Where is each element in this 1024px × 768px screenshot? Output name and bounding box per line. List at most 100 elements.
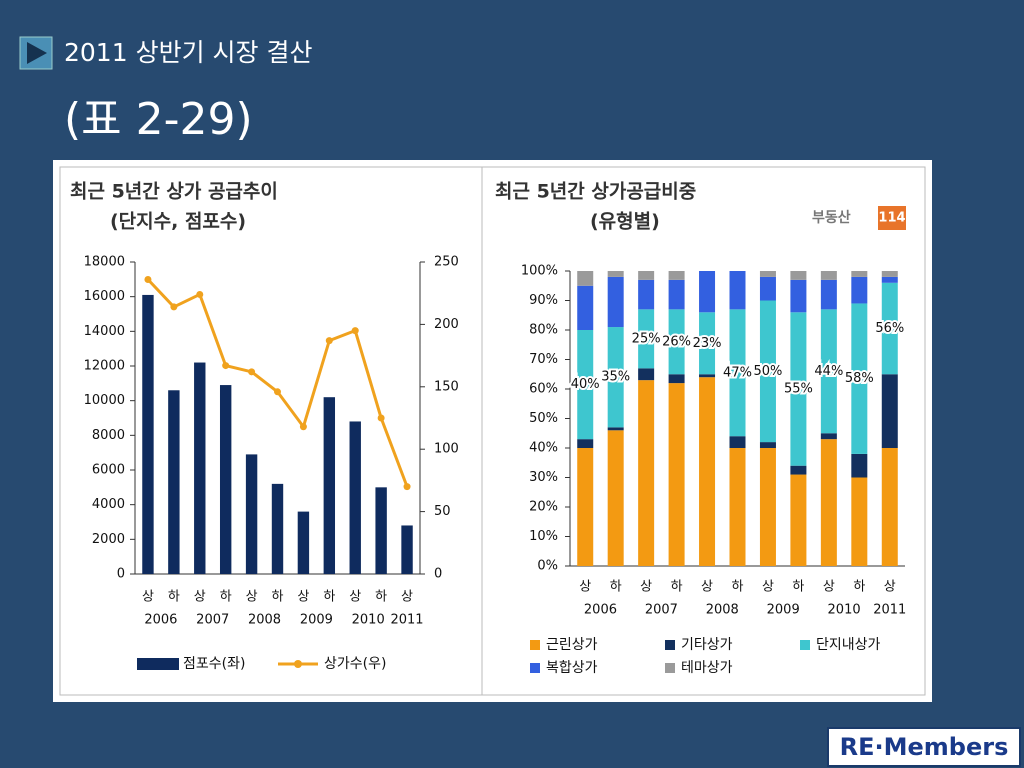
- y-tick-label: 30%: [529, 470, 558, 485]
- x-group-label: 2011: [390, 613, 423, 628]
- x-tick-label: 상: [142, 590, 154, 605]
- bar-segment: [638, 380, 655, 566]
- annotation: 47%: [723, 365, 752, 380]
- line-point: [170, 303, 178, 311]
- bar-segment: [790, 474, 807, 566]
- x-group-label: 2009: [767, 603, 800, 618]
- bar-segment: [759, 271, 776, 277]
- x-tick-label: 하: [671, 580, 683, 595]
- bar-segment: [607, 276, 624, 328]
- x-tick-label: 하: [375, 590, 387, 605]
- y-tick-label: 4000: [92, 497, 125, 512]
- x-group-label: 2007: [196, 613, 229, 628]
- bar-segment: [729, 448, 746, 566]
- y2-tick-label: 150: [434, 379, 459, 394]
- bar-segment: [790, 271, 807, 280]
- legend-swatch: [665, 640, 675, 650]
- x-tick-label: 상: [246, 590, 258, 605]
- bar-segment: [729, 309, 746, 437]
- bar-segment: [607, 427, 624, 431]
- legend-label: 상가수(우): [324, 656, 386, 672]
- x-group-label: 2006: [144, 613, 177, 628]
- annotation: 40%: [571, 377, 600, 392]
- y-tick-label: 6000: [92, 463, 125, 478]
- y-tick-label: 90%: [529, 293, 558, 308]
- bar-segment: [668, 271, 685, 280]
- legend-swatch: [530, 640, 540, 650]
- line-point: [144, 275, 152, 283]
- y2-tick-label: 0: [434, 567, 442, 582]
- bar: [271, 483, 284, 574]
- bar-segment: [577, 330, 594, 440]
- bar-segment: [790, 312, 807, 466]
- legend-swatch: [800, 640, 810, 650]
- y-tick-label: 70%: [529, 352, 558, 367]
- bar-segment: [607, 430, 624, 566]
- bar: [168, 390, 180, 574]
- bar-segment: [638, 309, 655, 369]
- panel-border: [59, 166, 926, 696]
- bar-segment: [668, 309, 685, 375]
- y-tick-label: 14000: [84, 324, 125, 339]
- x-tick-label: 하: [220, 590, 232, 605]
- bar-segment: [759, 276, 776, 301]
- bar-segment: [699, 374, 716, 378]
- bar-segment: [729, 271, 746, 310]
- bar-segment: [851, 271, 868, 277]
- bar-segment: [820, 271, 837, 280]
- bullet-arrow: [27, 42, 47, 64]
- x-tick-label: 하: [272, 590, 284, 605]
- y-tick-label: 0%: [537, 559, 558, 574]
- bar-segment: [699, 271, 716, 313]
- y-tick-label: 0: [117, 567, 125, 582]
- logo: RE·Members: [840, 733, 1009, 761]
- bar-segment: [607, 271, 624, 277]
- x-tick-label: 상: [401, 590, 413, 605]
- y-tick-label: 80%: [529, 323, 558, 338]
- y-tick-label: 10%: [529, 529, 558, 544]
- y2-tick-label: 200: [434, 317, 459, 332]
- x-group-label: 2008: [706, 603, 739, 618]
- y-tick-label: 18000: [84, 255, 125, 270]
- bar-segment: [759, 442, 776, 448]
- x-tick-label: 상: [823, 580, 835, 595]
- bar-segment: [820, 433, 837, 440]
- line-point: [403, 483, 411, 491]
- y-tick-label: 50%: [529, 411, 558, 426]
- annotation: 26%: [662, 334, 691, 349]
- slide-subtitle: (표 2-29): [64, 94, 253, 145]
- annotation: 56%: [875, 321, 904, 336]
- x-tick-label: 하: [168, 590, 180, 605]
- legend-label: 점포수(좌): [183, 656, 245, 672]
- x-group-label: 2006: [584, 603, 617, 618]
- bar-segment: [729, 436, 746, 448]
- legend-label: 단지내상가: [816, 637, 881, 653]
- bar-segment: [577, 448, 594, 566]
- line-point: [377, 414, 385, 422]
- bar-segment: [881, 271, 898, 277]
- x-group-label: 2009: [300, 613, 333, 628]
- bar: [323, 397, 336, 574]
- x-tick-label: 상: [349, 590, 361, 605]
- line-point: [248, 368, 256, 376]
- line-point: [196, 290, 204, 298]
- bar-segment: [577, 285, 594, 330]
- slide-title: 2011 상반기 시장 결산: [64, 38, 312, 67]
- x-tick-label: 하: [323, 590, 335, 605]
- bar: [401, 525, 413, 574]
- bar-segment: [851, 303, 868, 454]
- y-tick-label: 2000: [92, 532, 125, 547]
- y-tick-label: 40%: [529, 441, 558, 456]
- x-tick-label: 상: [640, 580, 652, 595]
- legend-label: 테마상가: [681, 660, 733, 676]
- legend-label: 근린상가: [546, 637, 598, 653]
- legend-label: 복합상가: [546, 660, 598, 676]
- x-tick-label: 상: [762, 580, 774, 595]
- y-tick-label: 16000: [84, 289, 125, 304]
- x-tick-label: 상: [884, 580, 896, 595]
- bar-segment: [638, 279, 655, 310]
- bar-segment: [851, 276, 868, 304]
- bar-segment: [668, 374, 685, 384]
- x-group-label: 2011: [873, 603, 906, 618]
- x-tick-label: 상: [297, 590, 309, 605]
